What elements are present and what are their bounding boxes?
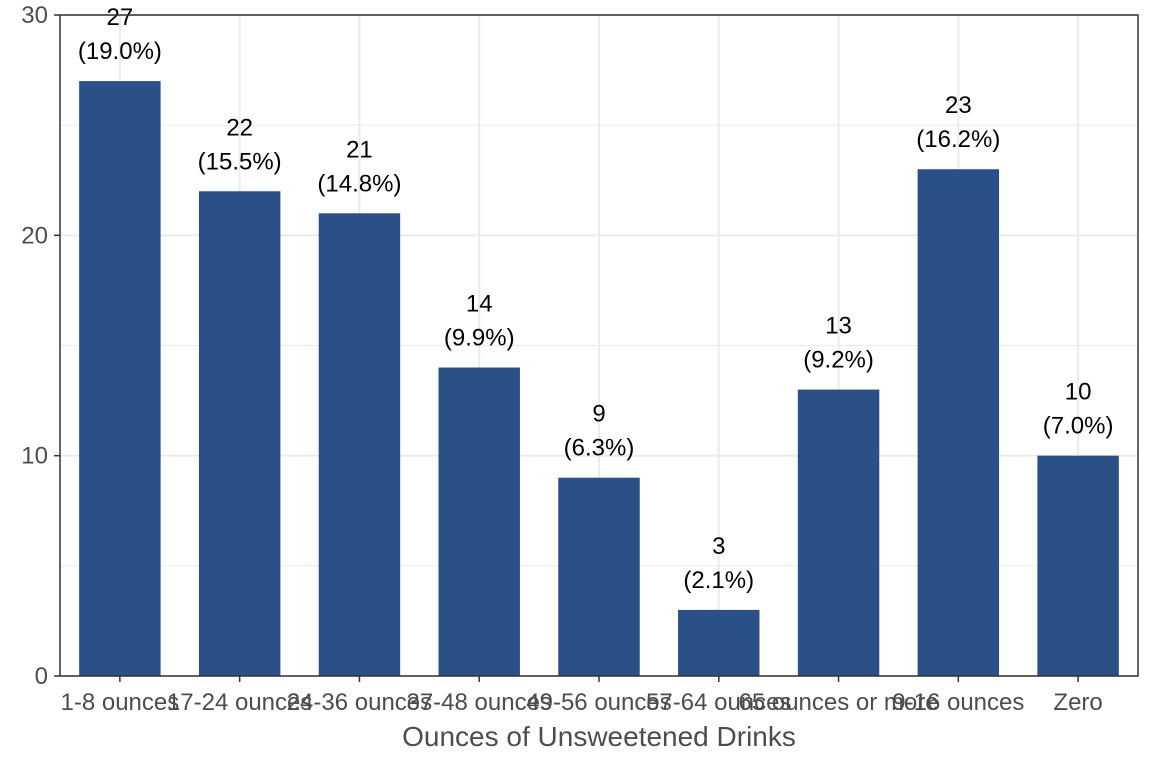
bars — [79, 81, 1119, 677]
percent-label: (15.5%) — [198, 148, 282, 175]
percent-label: (16.2%) — [916, 126, 1000, 153]
y-tick-label: 0 — [35, 663, 48, 690]
y-axis: 0 10 20 30 — [21, 2, 60, 690]
count-label: 23 — [945, 92, 972, 119]
bar — [1037, 455, 1119, 676]
y-tick-label: 10 — [21, 443, 48, 470]
percent-label: (14.8%) — [317, 170, 401, 197]
count-label: 10 — [1065, 379, 1092, 406]
bar — [678, 609, 760, 676]
x-axis-title: Ounces of Unsweetened Drinks — [402, 721, 796, 752]
x-tick-label: Zero — [1053, 689, 1102, 716]
bar — [558, 477, 640, 676]
data-labels: 27 (19.0%) 22 (15.5%) 21 (14.8%) 14 (9.9%) 9 (6.3… — [78, 4, 1114, 594]
count-label: 3 — [712, 533, 725, 560]
count-label: 27 — [107, 4, 134, 31]
count-label: 22 — [226, 114, 253, 141]
bar — [797, 389, 880, 676]
y-tick-label: 20 — [21, 222, 48, 249]
x-tick-label: 37-48 ounces — [406, 689, 551, 716]
bar — [438, 367, 520, 676]
percent-label: (6.3%) — [564, 435, 635, 462]
bar — [198, 191, 281, 676]
percent-label: (9.9%) — [444, 325, 515, 352]
count-label: 9 — [592, 401, 605, 428]
y-tick-label: 30 — [21, 2, 48, 29]
bar — [917, 169, 1000, 676]
x-tick-label: 49-56 ounces — [526, 689, 671, 716]
count-label: 13 — [825, 313, 852, 340]
percent-label: (19.0%) — [78, 38, 162, 65]
x-tick-label: 9-16 ounces — [892, 689, 1024, 716]
percent-label: (7.0%) — [1043, 413, 1114, 440]
x-tick-label: 24-36 ounces — [287, 689, 432, 716]
x-tick-label: 17-24 ounces — [167, 689, 312, 716]
percent-label: (2.1%) — [683, 567, 754, 594]
percent-label: (9.2%) — [803, 347, 874, 374]
bar — [318, 213, 401, 677]
bar — [79, 81, 161, 677]
x-tick-label: 65 ounces or more — [739, 689, 939, 716]
count-label: 21 — [346, 136, 373, 163]
count-label: 14 — [466, 291, 493, 318]
x-tick-label: 57-64 ounces — [646, 689, 791, 716]
x-tick-label: 1-8 ounces — [61, 689, 180, 716]
